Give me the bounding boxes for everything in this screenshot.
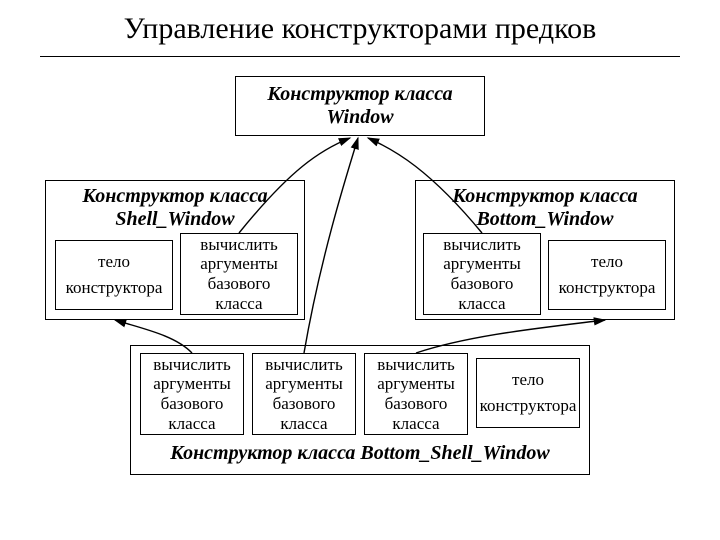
text: тело [58,252,170,272]
text: аргументы [183,254,295,274]
text: аргументы [255,374,353,394]
right-body-sub: тело конструктора [548,240,666,310]
box-window: Конструктор класса Window [235,76,485,136]
text: Shell_Window [115,208,234,230]
text: класса [255,414,353,434]
left-body-sub: тело конструктора [55,240,173,310]
text: тело [479,370,577,390]
box-window-label: Конструктор класса Window [236,83,484,129]
text: вычислить [367,355,465,375]
text: базового [143,394,241,414]
text: аргументы [426,254,538,274]
left-calc-sub: вычислить аргументы базового класса [180,233,298,315]
text: вычислить [183,235,295,255]
text: вычислить [255,355,353,375]
text: класса [426,294,538,314]
title-rule [40,56,680,57]
text: базового [183,274,295,294]
text: Конструктор класса [82,185,267,207]
text: класса [143,414,241,434]
bottom-box-label: Конструктор класса Bottom_Shell_Window [150,442,570,465]
text: конструктора [551,278,663,298]
text: аргументы [367,374,465,394]
bottom-calc2-sub: вычислить аргументы базового класса [252,353,356,435]
box-shell-window-label: Конструктор класса Shell_Window [46,181,304,231]
text: конструктора [58,278,170,298]
page-title: Управление конструкторами предков [0,12,720,46]
text: аргументы [143,374,241,394]
bottom-calc1-sub: вычислить аргументы базового класса [140,353,244,435]
text: класса [183,294,295,314]
text: базового [367,394,465,414]
bottom-calc3-sub: вычислить аргументы базового класса [364,353,468,435]
text: базового [255,394,353,414]
text: конструктора [479,396,577,416]
text: Window [326,106,393,128]
text: Конструктор класса [267,83,452,105]
bottom-body-sub: тело конструктора [476,358,580,428]
text: вычислить [426,235,538,255]
text: тело [551,252,663,272]
text: класса [367,414,465,434]
text: базового [426,274,538,294]
right-calc-sub: вычислить аргументы базового класса [423,233,541,315]
arrow-bottom2-to-top [304,138,358,353]
text: вычислить [143,355,241,375]
text: Конструктор класса [452,185,637,207]
text: Bottom_Window [476,208,613,230]
box-bottom-window-label: Конструктор класса Bottom_Window [416,181,674,231]
